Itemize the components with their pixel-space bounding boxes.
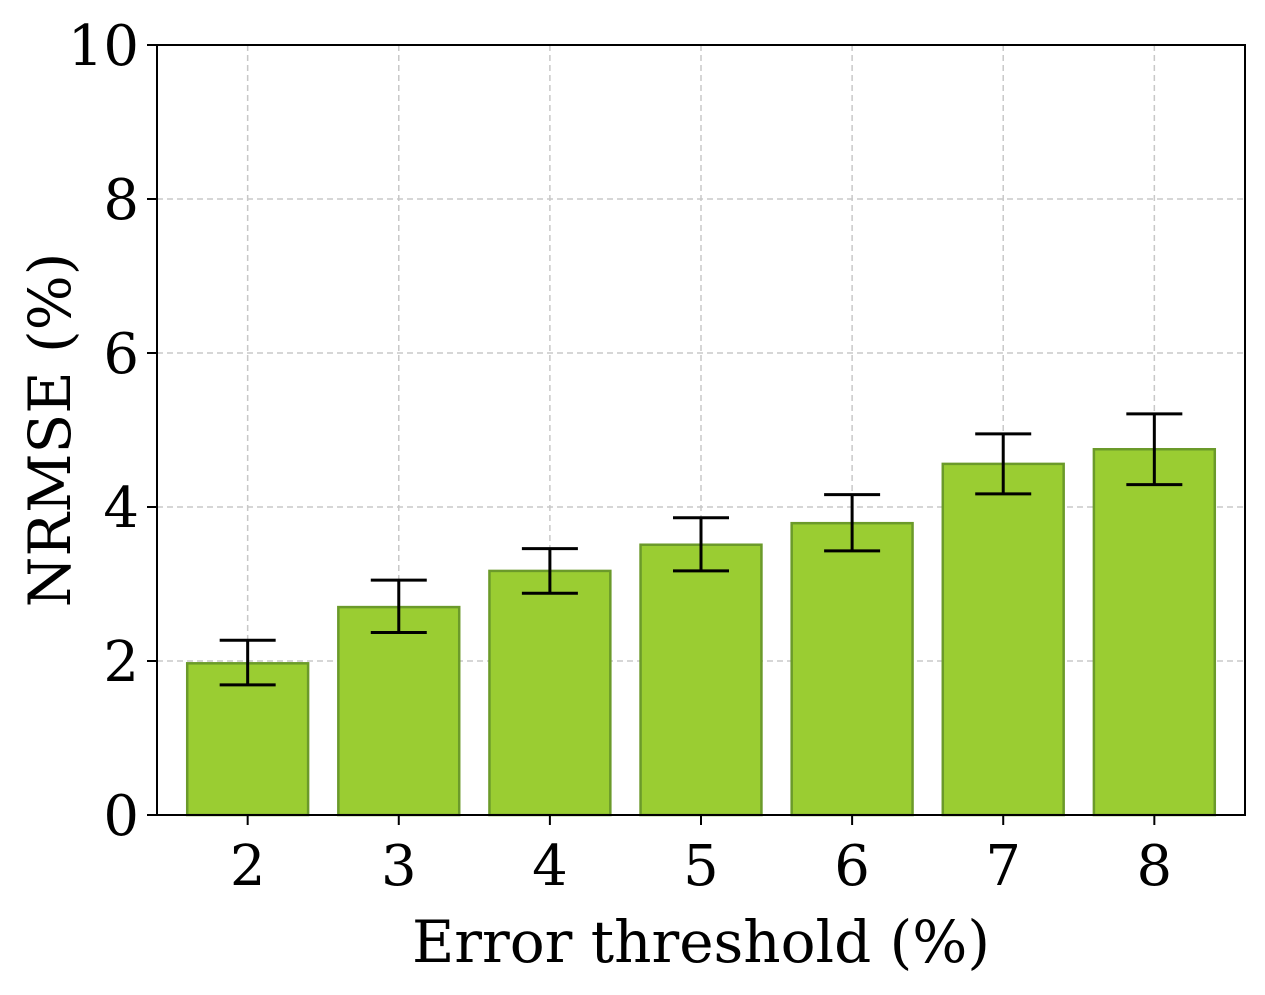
y-tick-label: 0 — [103, 784, 139, 849]
y-tick-label: 8 — [103, 168, 139, 233]
bar — [941, 462, 1065, 817]
bars-group — [185, 448, 1217, 817]
x-tick-label: 8 — [1137, 834, 1173, 899]
x-tick-label: 2 — [230, 834, 266, 899]
y-tick-label: 10 — [68, 14, 139, 79]
y-tick-label: 6 — [103, 322, 139, 387]
bar — [488, 569, 612, 817]
bar — [337, 605, 461, 817]
x-tick-label: 3 — [381, 834, 417, 899]
x-tick-label: 6 — [834, 834, 870, 899]
bar — [639, 543, 763, 817]
y-tick-label: 2 — [103, 630, 139, 695]
y-axis-label: NRMSE (%) — [16, 253, 84, 608]
error-bars-group — [219, 412, 1183, 687]
x-tick-label: 7 — [985, 834, 1021, 899]
x-axis-label: Error threshold (%) — [412, 908, 990, 976]
x-tick-label: 5 — [683, 834, 719, 899]
y-axis-ticks: 0 2 4 6 8 10 — [68, 14, 157, 849]
bar — [1092, 448, 1217, 817]
y-tick-label: 4 — [103, 476, 139, 541]
x-axis-ticks: 2 3 4 5 6 7 8 — [230, 815, 1172, 899]
x-tick-label: 4 — [532, 834, 568, 899]
bar — [790, 521, 914, 817]
